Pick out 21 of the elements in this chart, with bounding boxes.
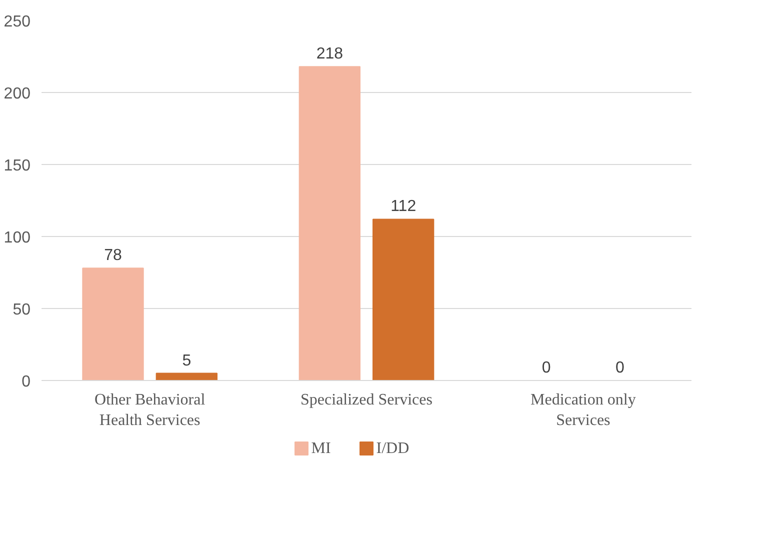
legend-label: MI bbox=[311, 440, 331, 457]
data-label: 0 bbox=[542, 360, 551, 376]
data-label: 112 bbox=[390, 198, 416, 216]
y-tick-label: 50 bbox=[12, 302, 31, 318]
data-label: 0 bbox=[616, 360, 625, 376]
bar bbox=[372, 218, 434, 380]
x-tick-label: Other Behavioral Health Services bbox=[94, 392, 206, 429]
data-label: 5 bbox=[182, 352, 192, 370]
y-tick-label: 150 bbox=[4, 158, 31, 174]
x-tick-label: Specialized Services bbox=[300, 392, 432, 408]
y-tick-label: 250 bbox=[4, 14, 31, 30]
y-tick-label: 100 bbox=[4, 230, 31, 246]
bar bbox=[298, 66, 360, 380]
data-label: 218 bbox=[316, 46, 344, 63]
data-label: 78 bbox=[104, 247, 122, 264]
bar bbox=[82, 268, 144, 380]
bar bbox=[156, 372, 218, 380]
x-tick-label: Medication only Services bbox=[530, 392, 636, 429]
y-tick-label: 0 bbox=[22, 374, 31, 390]
legend-label: I/DD bbox=[376, 440, 410, 457]
y-tick-label: 200 bbox=[4, 86, 31, 102]
